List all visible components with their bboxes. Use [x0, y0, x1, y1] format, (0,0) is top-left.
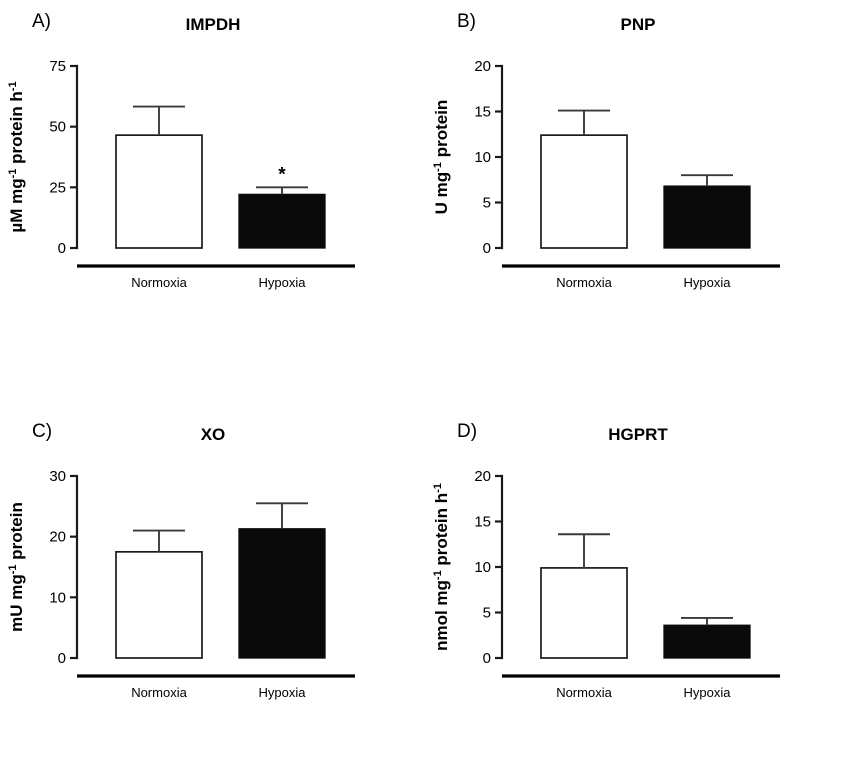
figure-multipanel-bar-charts: A) IMPDH 0 25 50 75 µM mg-1 protein h-1 Normoxi…	[0, 0, 850, 700]
error-bar-normoxia	[133, 105, 185, 136]
x-category-label-normoxia: Normoxia	[556, 685, 612, 700]
y-tick-label: 20	[474, 468, 491, 485]
panel-letter: C)	[32, 421, 52, 442]
chart-pnp: B) PNP 0 5 10 15 20 U mg-1 protein Normoxia Hypox…	[432, 11, 780, 290]
y-axis-title: U mg-1 protein	[432, 100, 451, 215]
y-tick-label: 5	[483, 605, 491, 622]
y-axis-title-superscript: -1	[7, 81, 19, 91]
bar-hypoxia	[238, 193, 326, 249]
panel-title: XO	[201, 425, 226, 444]
panel-letter: D)	[457, 421, 477, 442]
bar-normoxia	[115, 550, 203, 659]
panel-title: PNP	[621, 15, 656, 34]
y-axis-title: nmol mg-1 protein h-1	[432, 483, 451, 651]
error-bar-hypoxia	[681, 617, 733, 626]
y-axis-title: mU mg-1 protein	[7, 502, 26, 632]
y-tick-label: 0	[58, 240, 66, 257]
x-category-label-hypoxia: Hypoxia	[684, 275, 732, 290]
panel-b-pnp: B) PNP 0 5 10 15 20 U mg-1 protein Normoxia Hypox…	[425, 0, 850, 354]
y-tick-label: 10	[49, 589, 66, 606]
y-tick-label: 0	[58, 650, 66, 667]
y-tick-label: 30	[49, 468, 66, 485]
panel-letter: A)	[32, 11, 51, 32]
x-category-label-hypoxia: Hypoxia	[684, 685, 732, 700]
y-axis-title-text: protein h	[432, 493, 451, 570]
y-axis-title-superscript: -1	[7, 169, 19, 179]
y-axis-title-text: protein	[432, 100, 451, 162]
significance-marker: *	[278, 164, 286, 185]
panel-title: IMPDH	[186, 15, 241, 34]
x-category-label-hypoxia: Hypoxia	[259, 685, 307, 700]
y-tick-label: 20	[49, 529, 66, 546]
y-axis-title-superscript: -1	[7, 564, 19, 574]
y-tick-label: 15	[474, 514, 491, 531]
y-tick-label: 25	[49, 179, 66, 196]
y-axis-title-text: µM mg	[7, 178, 26, 232]
error-bar-normoxia	[558, 533, 610, 568]
bar-normoxia	[115, 134, 203, 249]
y-axis-title-text: U mg	[432, 172, 451, 215]
bar-hypoxia	[238, 528, 326, 659]
y-tick-label: 10	[474, 559, 491, 576]
bar-hypoxia	[663, 624, 751, 659]
y-axis-title-text: nmol mg	[432, 580, 451, 651]
y-tick-label: 0	[483, 240, 491, 257]
y-axis-title-superscript: -1	[432, 570, 444, 580]
panel-a-impdh: A) IMPDH 0 25 50 75 µM mg-1 protein h-1 Normoxi…	[0, 0, 425, 354]
panel-c-xo: C) XO 0 10 20 30 mU mg-1 protein Normoxia Hypoxi…	[0, 410, 425, 764]
y-tick-label: 0	[483, 650, 491, 667]
y-tick-label: 50	[49, 119, 66, 136]
y-tick-label: 20	[474, 58, 491, 75]
bar-normoxia	[540, 567, 628, 659]
error-bar-hypoxia	[256, 186, 308, 195]
y-axis-title-text: mU mg	[7, 574, 26, 632]
error-bar-normoxia	[558, 109, 610, 136]
y-tick-label: 15	[474, 104, 491, 121]
chart-xo: C) XO 0 10 20 30 mU mg-1 protein Normoxia Hypoxi…	[7, 421, 355, 700]
y-axis-title-superscript: -1	[432, 483, 444, 493]
error-bar-hypoxia	[256, 502, 308, 529]
bar-normoxia	[540, 134, 628, 249]
panel-title: HGPRT	[608, 425, 668, 444]
y-axis-title-text: protein h	[7, 91, 26, 168]
y-tick-label: 10	[474, 149, 491, 166]
bar-hypoxia	[663, 185, 751, 249]
error-bar-hypoxia	[681, 174, 733, 187]
x-category-label-normoxia: Normoxia	[131, 685, 187, 700]
x-category-label-normoxia: Normoxia	[556, 275, 612, 290]
y-axis-title-text: protein	[7, 502, 26, 564]
y-axis-title-superscript: -1	[432, 162, 444, 172]
panel-d-hgprt: D) HGPRT 0 5 10 15 20 nmol mg-1 protein h-1 Norm…	[425, 410, 850, 764]
y-axis-title: µM mg-1 protein h-1	[7, 81, 26, 232]
y-tick-label: 75	[49, 58, 66, 75]
panel-letter: B)	[457, 11, 476, 32]
x-category-label-normoxia: Normoxia	[131, 275, 187, 290]
error-bar-normoxia	[133, 529, 185, 552]
y-tick-label: 5	[483, 195, 491, 212]
x-category-label-hypoxia: Hypoxia	[259, 275, 307, 290]
